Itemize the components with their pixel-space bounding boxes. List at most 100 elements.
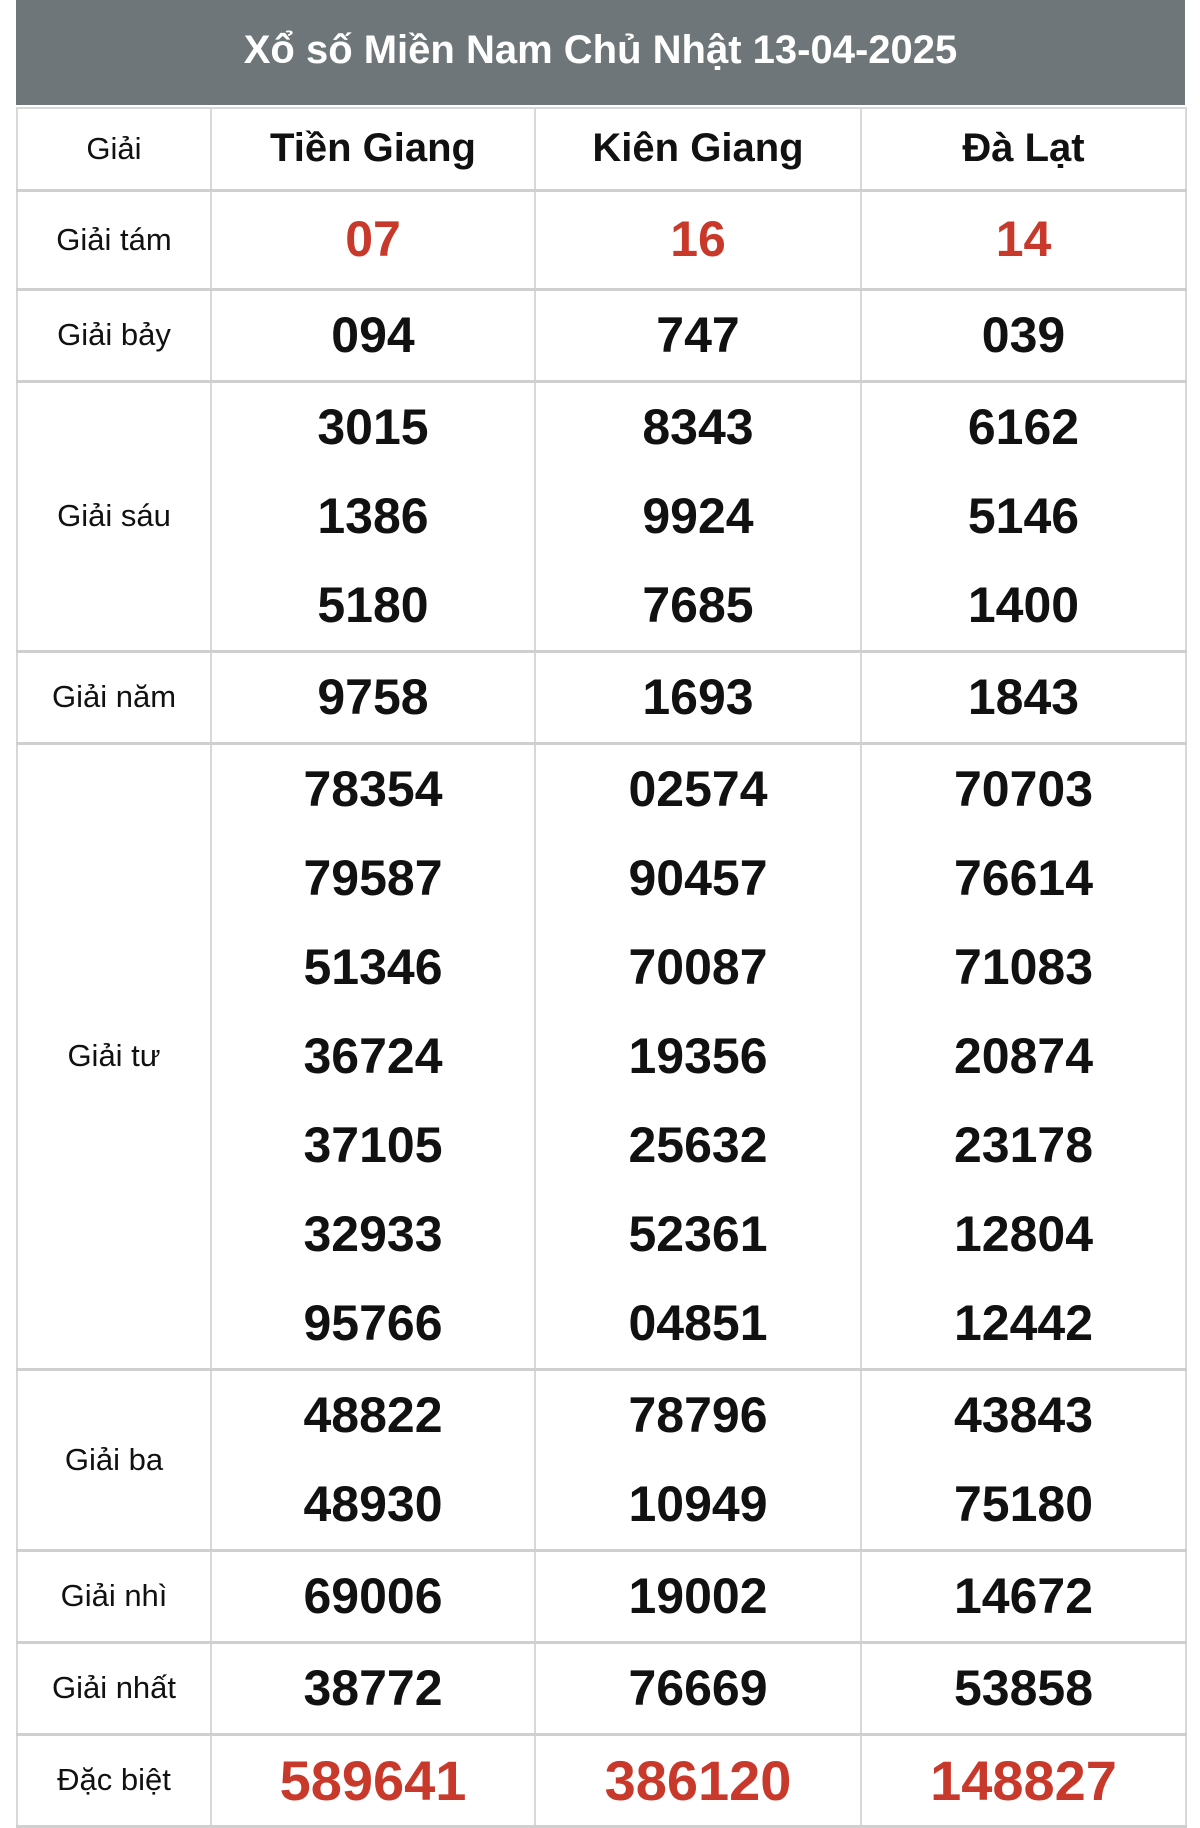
prize-number: 1386 xyxy=(317,487,429,544)
prize-cell: 19002 xyxy=(534,1550,862,1644)
province-header: Kiên Giang xyxy=(534,107,862,192)
prize-number: 43843 xyxy=(953,1386,1094,1443)
prize-number: 25632 xyxy=(628,1116,768,1173)
prize-number: 14672 xyxy=(953,1567,1094,1624)
prize-number: 7685 xyxy=(642,576,754,633)
prize-number: 5180 xyxy=(317,576,429,633)
prize-label: Đặc biệt xyxy=(16,1734,212,1828)
header-row: Giải Tiền Giang Kiên Giang Đà Lạt xyxy=(16,107,1187,192)
prize-cell: 69006 xyxy=(210,1550,536,1644)
prize-row: Giải nhất 38772 76669 53858 xyxy=(16,1642,1187,1736)
prize-number: 9924 xyxy=(642,487,754,544)
prize-number: 38772 xyxy=(303,1659,443,1716)
prize-number: 52361 xyxy=(628,1205,768,1262)
prize-row: Đặc biệt 589641 386120 148827 xyxy=(16,1734,1187,1828)
prize-label: Giải nhì xyxy=(16,1550,212,1644)
prize-cell: 747 xyxy=(534,289,862,383)
prize-cell: 16 xyxy=(534,190,862,291)
page-title: Xổ số Miền Nam Chủ Nhật 13-04-2025 xyxy=(16,0,1185,105)
prize-number: 76614 xyxy=(953,849,1094,906)
prize-cell: 78354 79587 51346 36724 37105 32933 95766 xyxy=(210,743,536,1371)
results-panel: Xổ số Miền Nam Chủ Nhật 13-04-2025 Giải … xyxy=(16,0,1187,1828)
prize-cell: 48822 48930 xyxy=(210,1369,536,1552)
prize-cell: 02574 90457 70087 19356 25632 52361 04851 xyxy=(534,743,862,1371)
prize-number: 19002 xyxy=(628,1567,768,1624)
prize-cell: 1843 xyxy=(860,651,1187,745)
prize-number: 37105 xyxy=(303,1116,443,1173)
prize-number: 23178 xyxy=(953,1116,1094,1173)
prize-number: 51346 xyxy=(303,938,443,995)
prize-cell: 14 xyxy=(860,190,1187,291)
prize-label: Giải nhất xyxy=(16,1642,212,1736)
prize-cell: 9758 xyxy=(210,651,536,745)
prize-cell: 3015 1386 5180 xyxy=(210,381,536,653)
prize-cell: 589641 xyxy=(210,1734,536,1828)
prize-number: 78354 xyxy=(303,760,443,817)
prize-number: 20874 xyxy=(953,1027,1094,1084)
prize-number: 02574 xyxy=(628,760,768,817)
prize-number: 07 xyxy=(345,211,401,267)
prize-number: 12804 xyxy=(953,1205,1094,1262)
prize-cell: 094 xyxy=(210,289,536,383)
prize-number: 9758 xyxy=(317,668,429,725)
prize-number: 386120 xyxy=(604,1748,792,1812)
prize-cell: 53858 xyxy=(860,1642,1187,1736)
prize-cell: 43843 75180 xyxy=(860,1369,1187,1552)
prize-number: 1843 xyxy=(967,668,1080,725)
province-header: Tiền Giang xyxy=(210,107,536,192)
prize-number: 90457 xyxy=(628,849,768,906)
prize-number: 36724 xyxy=(303,1027,443,1084)
prize-cell: 14672 xyxy=(860,1550,1187,1644)
prize-row: Giải ba 48822 48930 78796 10949 43843 75180 xyxy=(16,1369,1187,1552)
prize-number: 16 xyxy=(670,211,726,267)
prize-number: 70703 xyxy=(953,760,1094,817)
prize-cell: 76669 xyxy=(534,1642,862,1736)
prize-number: 1693 xyxy=(642,668,754,725)
prize-cell: 38772 xyxy=(210,1642,536,1736)
prize-row: Giải tư 78354 79587 51346 36724 37105 32933 957… xyxy=(16,743,1187,1371)
prize-number: 148827 xyxy=(930,1748,1117,1812)
prize-label: Giải ba xyxy=(16,1369,212,1552)
prize-label: Giải sáu xyxy=(16,381,212,653)
prize-cell: 6162 5146 1400 xyxy=(860,381,1187,653)
prize-row: Giải nhì 69006 19002 14672 xyxy=(16,1550,1187,1644)
prize-number: 79587 xyxy=(303,849,443,906)
prize-label: Giải tám xyxy=(16,190,212,291)
prize-number: 78796 xyxy=(628,1386,768,1443)
prize-label: Giải bảy xyxy=(16,289,212,383)
prize-cell: 1693 xyxy=(534,651,862,745)
province-header: Đà Lạt xyxy=(860,107,1187,192)
prize-number: 747 xyxy=(656,306,740,363)
prize-number: 32933 xyxy=(303,1205,443,1262)
prize-cell: 386120 xyxy=(534,1734,862,1828)
prize-number: 75180 xyxy=(953,1475,1094,1532)
prize-label: Giải tư xyxy=(16,743,212,1371)
prize-cell: 148827 xyxy=(860,1734,1187,1828)
prize-cell: 8343 9924 7685 xyxy=(534,381,862,653)
prize-number: 69006 xyxy=(303,1567,443,1624)
prize-number: 71083 xyxy=(953,938,1094,995)
prize-number: 5146 xyxy=(967,487,1080,544)
prize-number: 04851 xyxy=(628,1294,768,1351)
prize-number: 14 xyxy=(995,211,1052,267)
prize-number: 48930 xyxy=(303,1475,443,1532)
prize-row: Giải năm 9758 1693 1843 xyxy=(16,651,1187,745)
prize-number: 8343 xyxy=(642,398,754,455)
prize-number: 12442 xyxy=(953,1294,1094,1351)
results-table: Giải Tiền Giang Kiên Giang Đà Lạt Giải t… xyxy=(16,107,1187,1828)
prize-row: Giải sáu 3015 1386 5180 8343 9924 7685 6162 5146… xyxy=(16,381,1187,653)
prize-number: 10949 xyxy=(628,1475,768,1532)
prize-number: 589641 xyxy=(279,1748,467,1812)
prize-row: Giải tám 07 16 14 xyxy=(16,190,1187,291)
prize-cell: 039 xyxy=(860,289,1187,383)
prize-number: 48822 xyxy=(303,1386,443,1443)
prize-cell: 07 xyxy=(210,190,536,291)
prize-number: 70087 xyxy=(628,938,768,995)
prize-number: 53858 xyxy=(953,1659,1094,1716)
prize-number: 6162 xyxy=(967,398,1080,455)
prize-cell: 70703 76614 71083 20874 23178 12804 12442 xyxy=(860,743,1187,1371)
prize-label: Giải năm xyxy=(16,651,212,745)
prize-number: 1400 xyxy=(967,576,1080,633)
prize-cell: 78796 10949 xyxy=(534,1369,862,1552)
prize-number: 76669 xyxy=(628,1659,768,1716)
